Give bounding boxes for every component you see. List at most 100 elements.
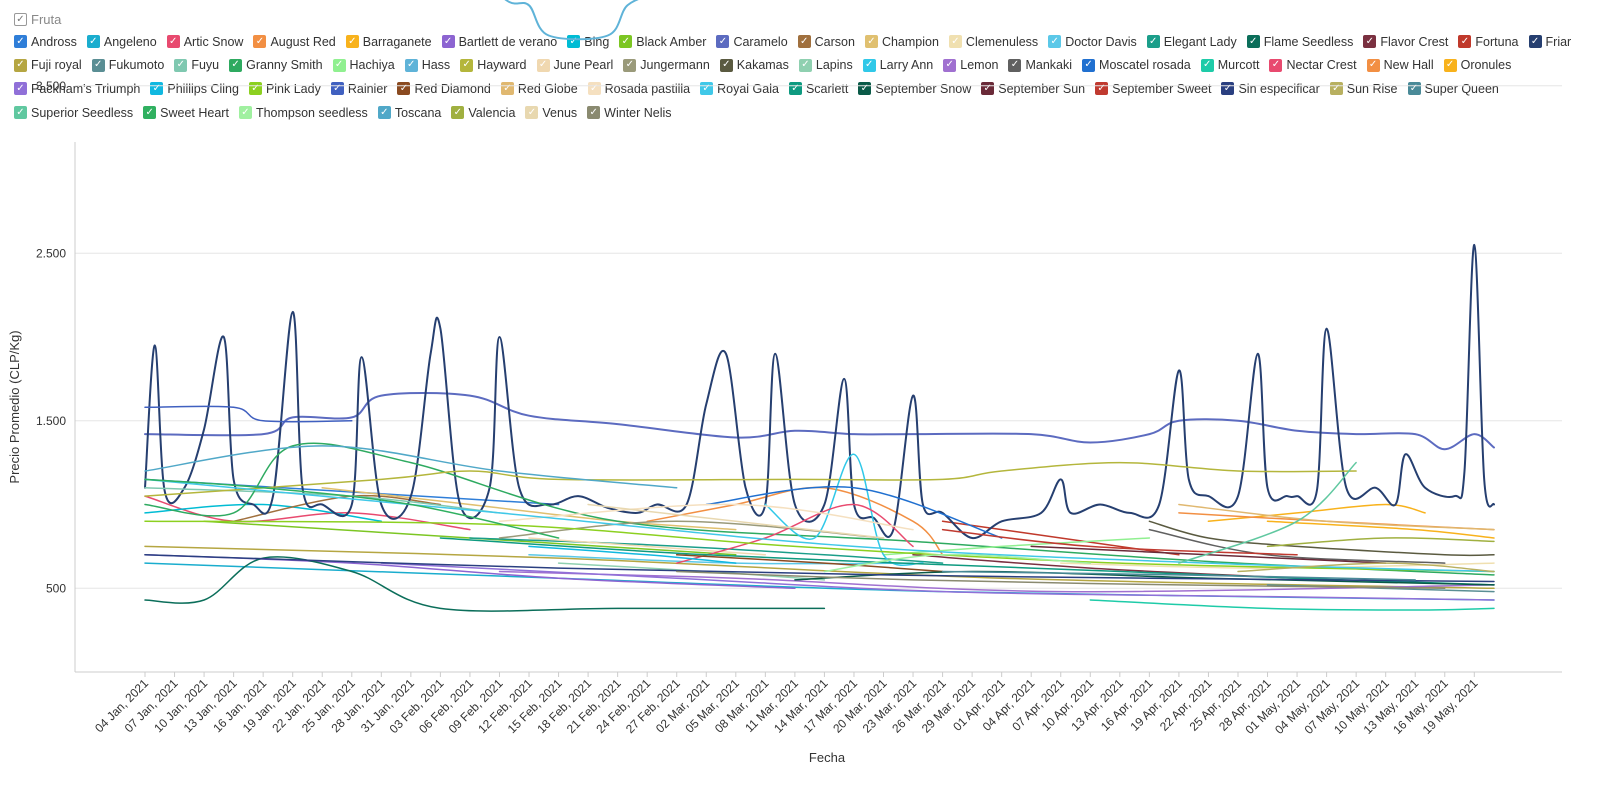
legend-checkbox[interactable]: ✓ bbox=[587, 106, 601, 120]
legend-checkbox[interactable]: ✓ bbox=[460, 58, 474, 72]
legend-item-black-amber[interactable]: ✓ Black Amber bbox=[619, 30, 706, 54]
legend-item-flavor-crest[interactable]: ✓ Flavor Crest bbox=[1363, 30, 1448, 54]
legend-checkbox[interactable]: ✓ bbox=[1146, 35, 1160, 49]
legend-checkbox[interactable]: ✓ bbox=[1200, 58, 1214, 72]
legend-item-winter-nelis[interactable]: ✓ Winter Nelis bbox=[587, 101, 672, 125]
legend-checkbox[interactable]: ✓ bbox=[404, 58, 418, 72]
legend-item-superior-seedless[interactable]: ✓ Superior Seedless bbox=[14, 101, 133, 125]
legend-item-lemon[interactable]: ✓ Lemon bbox=[943, 54, 998, 78]
legend-item-fuji-royal[interactable]: ✓ Fuji royal bbox=[14, 54, 82, 78]
legend-checkbox[interactable]: ✓ bbox=[1528, 35, 1542, 49]
legend-item-andross[interactable]: ✓ Andross bbox=[14, 30, 77, 54]
legend-item-nectar-crest[interactable]: ✓ Nectar Crest bbox=[1269, 54, 1357, 78]
series-line-fuji-royal bbox=[144, 545, 1495, 590]
legend-item-caramelo[interactable]: ✓ Caramelo bbox=[716, 30, 788, 54]
legend-item-thompson-seedless[interactable]: ✓ Thompson seedless bbox=[238, 101, 368, 125]
legend-item-angeleno[interactable]: ✓ Angeleno bbox=[86, 30, 157, 54]
legend-checkbox[interactable]: ✓ bbox=[1269, 58, 1283, 72]
legend-item-august-red[interactable]: ✓ August Red bbox=[253, 30, 336, 54]
legend-item-elegant-lady[interactable]: ✓ Elegant Lady bbox=[1146, 30, 1237, 54]
legend-checkbox[interactable]: ✓ bbox=[948, 35, 962, 49]
legend-checkbox[interactable]: ✓ bbox=[536, 58, 550, 72]
legend-item-label: Fortuna bbox=[1475, 34, 1519, 49]
legend-item-venus[interactable]: ✓ Venus bbox=[525, 101, 577, 125]
legend-checkbox[interactable]: ✓ bbox=[623, 58, 637, 72]
legend-item-hachiya[interactable]: ✓ Hachiya bbox=[332, 54, 395, 78]
legend-title-checkbox[interactable]: ✓ bbox=[14, 12, 27, 26]
legend-item-hayward[interactable]: ✓ Hayward bbox=[460, 54, 527, 78]
legend-checkbox[interactable]: ✓ bbox=[253, 35, 267, 49]
legend-checkbox[interactable]: ✓ bbox=[14, 106, 27, 120]
legend-item-flame-seedless[interactable]: ✓ Flame Seedless bbox=[1246, 30, 1353, 54]
legend-checkbox[interactable]: ✓ bbox=[798, 58, 812, 72]
legend-checkbox[interactable]: ✓ bbox=[525, 106, 539, 120]
legend-checkbox[interactable]: ✓ bbox=[1246, 35, 1260, 49]
legend-item-label: Black Amber bbox=[636, 34, 707, 49]
legend-item-valencia[interactable]: ✓ Valencia bbox=[451, 101, 515, 125]
legend-item-friar[interactable]: ✓ Friar bbox=[1528, 30, 1571, 54]
legend-item-kakamas[interactable]: ✓ Kakamas bbox=[719, 54, 789, 78]
legend-item-toscana[interactable]: ✓ Toscana bbox=[377, 101, 441, 125]
legend-item-fuyu[interactable]: ✓ Fuyu bbox=[174, 54, 219, 78]
legend-checkbox[interactable]: ✓ bbox=[1458, 35, 1472, 49]
legend-item-larry-ann[interactable]: ✓ Larry Ann bbox=[862, 54, 933, 78]
legend-checkbox[interactable]: ✓ bbox=[451, 106, 465, 120]
legend-checkbox[interactable]: ✓ bbox=[14, 35, 27, 49]
legend-item-oronules[interactable]: ✓ Oronules bbox=[1443, 54, 1511, 78]
legend-item-fortuna[interactable]: ✓ Fortuna bbox=[1458, 30, 1519, 54]
legend-item-label: Murcott bbox=[1217, 58, 1260, 73]
legend-item-mankaki[interactable]: ✓ Mankaki bbox=[1008, 54, 1072, 78]
legend-item-sweet-heart[interactable]: ✓ Sweet Heart bbox=[143, 101, 229, 125]
legend-item-champion[interactable]: ✓ Champion bbox=[864, 30, 939, 54]
legend-checkbox[interactable]: ✓ bbox=[166, 35, 180, 49]
legend-checkbox[interactable]: ✓ bbox=[619, 35, 633, 49]
legend-checkbox[interactable]: ✓ bbox=[1008, 58, 1022, 72]
legend-checkbox[interactable]: ✓ bbox=[229, 58, 243, 72]
legend-checkbox[interactable]: ✓ bbox=[716, 35, 730, 49]
legend-item-lapins[interactable]: ✓ Lapins bbox=[798, 54, 853, 78]
grid-lines bbox=[75, 85, 1562, 589]
legend-item-june-pearl[interactable]: ✓ June Pearl bbox=[536, 54, 613, 78]
legend-checkbox[interactable]: ✓ bbox=[441, 35, 455, 49]
legend-checkbox[interactable]: ✓ bbox=[943, 58, 957, 72]
legend-item-doctor-davis[interactable]: ✓ Doctor Davis bbox=[1048, 30, 1137, 54]
legend-checkbox[interactable]: ✓ bbox=[14, 58, 27, 72]
legend-checkbox[interactable]: ✓ bbox=[345, 35, 359, 49]
legend-item-label: Hayward bbox=[477, 58, 527, 73]
legend-item-new-hall[interactable]: ✓ New Hall bbox=[1366, 54, 1434, 78]
legend-checkbox[interactable]: ✓ bbox=[1443, 58, 1457, 72]
legend-item-label: Flavor Crest bbox=[1380, 34, 1449, 49]
legend-item-hass[interactable]: ✓ Hass bbox=[404, 54, 450, 78]
series-line-champion bbox=[321, 487, 737, 531]
legend-checkbox[interactable]: ✓ bbox=[1366, 58, 1380, 72]
legend-checkbox[interactable]: ✓ bbox=[238, 106, 252, 120]
series-line-oronules bbox=[1266, 520, 1495, 539]
legend-item-clemenuless[interactable]: ✓ Clemenuless bbox=[948, 30, 1038, 54]
legend-item-murcott[interactable]: ✓ Murcott bbox=[1200, 54, 1260, 78]
legend-checkbox[interactable]: ✓ bbox=[862, 58, 876, 72]
legend-checkbox[interactable]: ✓ bbox=[332, 58, 346, 72]
legend-checkbox[interactable]: ✓ bbox=[1082, 58, 1096, 72]
legend-checkbox[interactable]: ✓ bbox=[1048, 35, 1062, 49]
legend-checkbox[interactable]: ✓ bbox=[1363, 35, 1377, 49]
legend-item-fukumoto[interactable]: ✓ Fukumoto bbox=[91, 54, 164, 78]
series-line-phillips-cling bbox=[528, 545, 737, 564]
legend-checkbox[interactable]: ✓ bbox=[864, 35, 878, 49]
legend-checkbox[interactable]: ✓ bbox=[797, 35, 811, 49]
legend-checkbox[interactable]: ✓ bbox=[377, 106, 391, 120]
legend-item-granny-smith[interactable]: ✓ Granny Smith bbox=[229, 54, 323, 78]
legend-item-carson[interactable]: ✓ Carson bbox=[797, 30, 855, 54]
legend-checkbox[interactable]: ✓ bbox=[86, 35, 100, 49]
legend-checkbox[interactable]: ✓ bbox=[719, 58, 733, 72]
legend-item-bartlett-de-verano[interactable]: ✓ Bartlett de verano bbox=[441, 30, 557, 54]
legend-item-artic-snow[interactable]: ✓ Artic Snow bbox=[166, 30, 243, 54]
legend-item-barraganete[interactable]: ✓ Barraganete bbox=[345, 30, 432, 54]
legend-item-jungermann[interactable]: ✓ Jungermann bbox=[623, 54, 710, 78]
legend-item-moscatel-rosada[interactable]: ✓ Moscatel rosada bbox=[1082, 54, 1191, 78]
legend-checkbox[interactable]: ✓ bbox=[143, 106, 157, 120]
legend-checkbox[interactable]: ✓ bbox=[174, 58, 188, 72]
series-line-royal-gala bbox=[144, 478, 1495, 573]
legend-checkbox[interactable]: ✓ bbox=[14, 82, 27, 96]
legend-title[interactable]: ✓ Fruta bbox=[14, 8, 1594, 30]
legend-checkbox[interactable]: ✓ bbox=[91, 58, 105, 72]
